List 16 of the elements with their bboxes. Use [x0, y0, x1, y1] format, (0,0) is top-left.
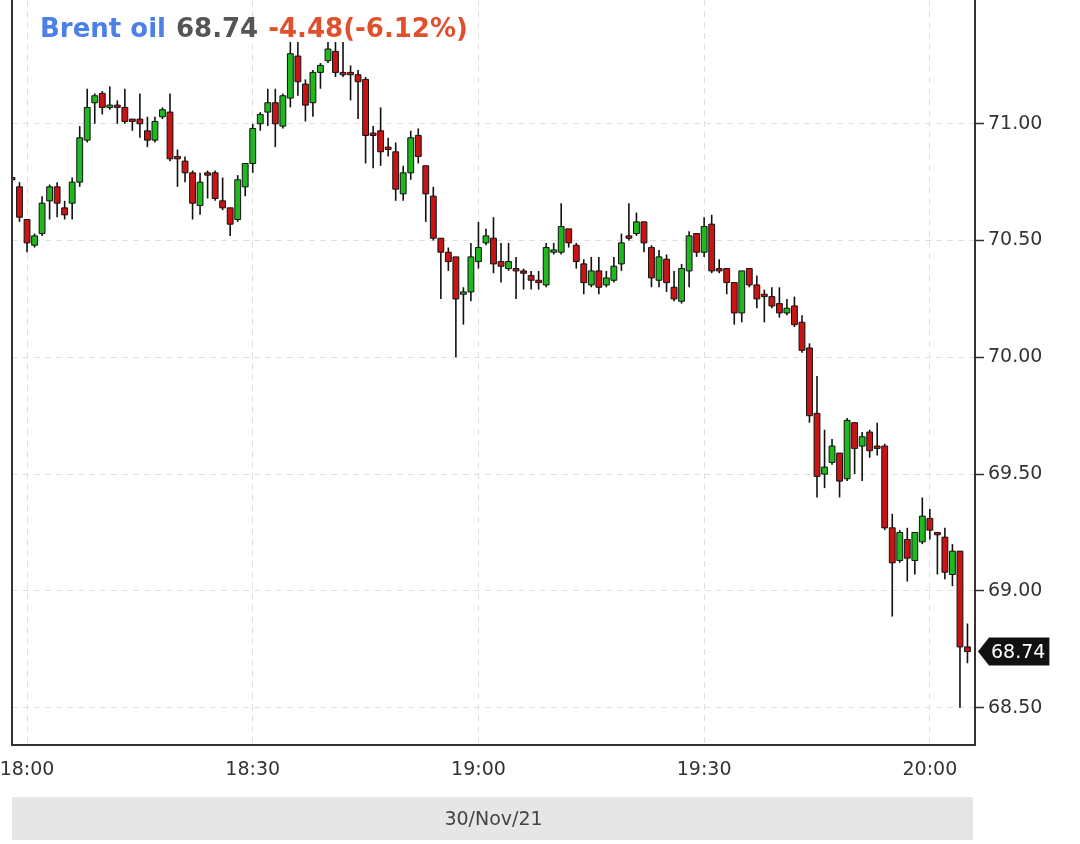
y-tick-label: 68.50: [988, 694, 1043, 717]
annotation: 68.74: [175, 13, 259, 43]
x-tick-label: 18:30: [225, 757, 281, 780]
x-tick-label: 18:00: [0, 757, 55, 780]
y-tick-label: 71.00: [988, 110, 1043, 133]
x-tick-label: 20:00: [902, 757, 958, 780]
annotation: -4.48(-6.12%): [268, 13, 468, 43]
x-tick-label: 19:30: [676, 757, 732, 780]
y-tick-label: 69.50: [988, 461, 1043, 484]
x-axis-title: 30/Nov/21: [444, 806, 543, 829]
text: Brent oil: [40, 13, 166, 43]
y-tick-label: 70.50: [988, 227, 1043, 250]
y-tick-label: 70.00: [988, 344, 1043, 367]
y-tick-label: 69.00: [988, 577, 1043, 600]
text: 68.74: [991, 639, 1046, 662]
x-tick-label: 19:00: [451, 757, 506, 780]
